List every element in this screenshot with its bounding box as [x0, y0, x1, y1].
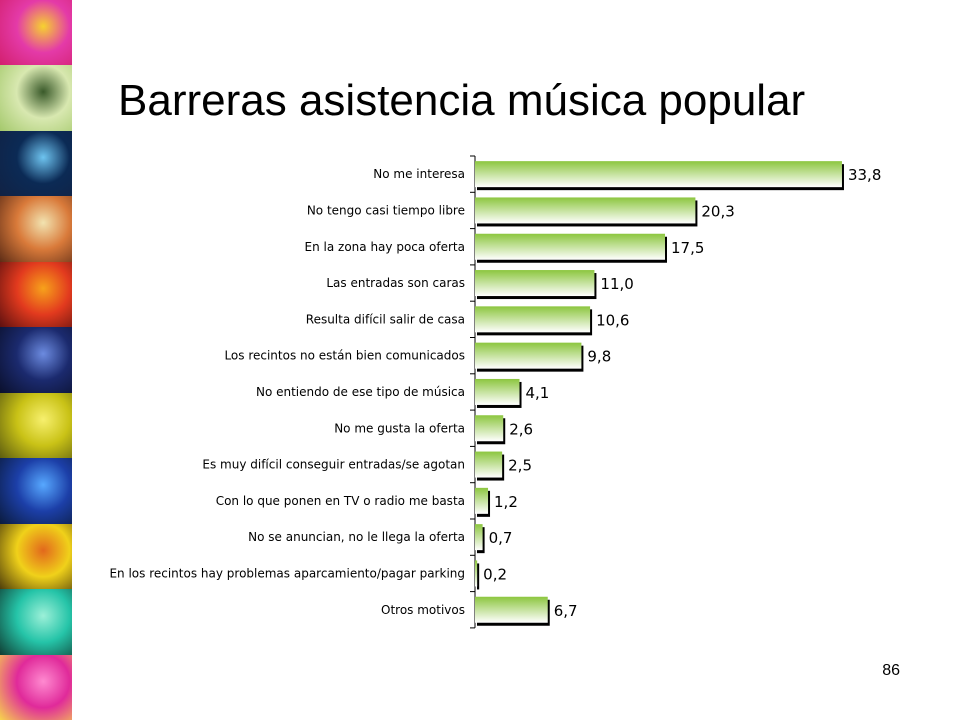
value-label: 17,5 — [671, 239, 704, 257]
value-label: 0,7 — [489, 529, 513, 547]
bar — [475, 378, 520, 405]
bar-chart: No me interesa 33,8 No tengo casi tiempo l… — [109, 155, 881, 629]
category-label: Con lo que ponen en TV o radio me basta — [216, 494, 465, 508]
bar — [475, 197, 696, 224]
bar — [475, 270, 595, 297]
category-label: Es muy difícil conseguir entradas/se ago… — [202, 458, 465, 472]
photo-strip — [0, 0, 72, 720]
category-label: Las entradas son caras — [326, 276, 465, 290]
bar — [475, 233, 665, 260]
bar — [475, 487, 489, 514]
category-label: No tengo casi tiempo libre — [307, 203, 465, 217]
bicycle-photo — [0, 65, 72, 132]
value-label: 2,6 — [509, 420, 533, 438]
bar — [475, 342, 582, 369]
chart-labels: No me interesa 33,8 No tengo casi tiempo l… — [109, 166, 881, 620]
crowd-photo — [0, 196, 72, 263]
value-label: 20,3 — [701, 202, 734, 220]
performer-pink-photo — [0, 654, 72, 720]
audience-silhouette-photo — [0, 327, 72, 394]
value-label: 9,8 — [587, 348, 611, 366]
bar — [475, 306, 591, 333]
microphone-photo — [0, 392, 72, 460]
value-label: 10,6 — [596, 311, 629, 329]
category-label: En los recintos hay problemas aparcamien… — [109, 566, 465, 580]
bar — [475, 415, 504, 442]
value-label: 4,1 — [526, 384, 550, 402]
category-label: No me gusta la oferta — [334, 421, 465, 435]
guitarist-photo — [0, 523, 72, 591]
category-label: No se anuncian, no le llega la oferta — [248, 530, 465, 544]
value-label: 2,5 — [508, 457, 532, 475]
category-label: Resulta difícil salir de casa — [306, 312, 465, 326]
bar — [475, 596, 548, 623]
bar — [475, 451, 503, 478]
concert-lights-photo — [0, 0, 72, 67]
category-label: En la zona hay poca oferta — [305, 240, 465, 254]
value-label: 1,2 — [494, 493, 518, 511]
bar-shadow — [477, 563, 480, 590]
slide-title: Barreras asistencia música popular — [118, 76, 806, 125]
cameraman-photo — [0, 261, 72, 329]
value-label: 11,0 — [600, 275, 633, 293]
page-number: 86 — [882, 662, 900, 679]
value-label: 33,8 — [848, 166, 881, 184]
performer-photo — [0, 458, 72, 525]
category-label: No me interesa — [373, 167, 465, 181]
stage-lights-photo — [0, 130, 72, 198]
bar — [475, 161, 842, 188]
category-label: No entiendo de ese tipo de música — [256, 385, 465, 399]
chart-bars — [475, 161, 844, 626]
value-label: 0,2 — [483, 565, 507, 583]
category-label: Otros motivos — [381, 603, 465, 617]
bar — [475, 560, 478, 587]
bar — [475, 524, 483, 551]
video-camera-photo — [0, 589, 72, 656]
chart-axis — [470, 155, 476, 629]
value-label: 6,7 — [554, 602, 578, 620]
category-label: Los recintos no están bien comunicados — [224, 349, 465, 363]
